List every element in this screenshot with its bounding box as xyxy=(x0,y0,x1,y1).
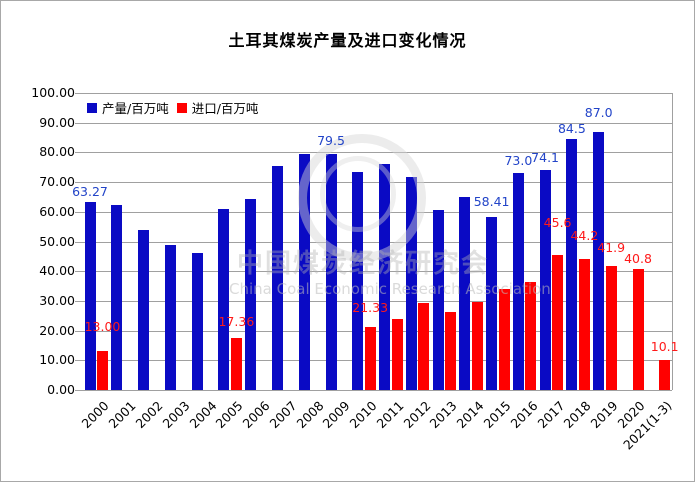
data-label-imports-2021(1-3): 10.1 xyxy=(650,339,679,354)
data-label-imports-2017: 45.6 xyxy=(543,214,572,230)
y-axis-tick-label-40: 40.00 xyxy=(39,263,75,278)
data-label-production-2000: 63.27 xyxy=(72,184,108,200)
y-axis-tick-label-0: 0.00 xyxy=(47,382,75,397)
bar-production-2019 xyxy=(593,131,605,390)
y-axis-tick-label-80: 80.00 xyxy=(39,144,75,159)
bar-imports-2000 xyxy=(97,351,108,390)
bar-imports-2016 xyxy=(525,281,537,390)
bar-imports-2011 xyxy=(391,318,403,390)
gridline-0 xyxy=(75,390,672,391)
bar-production-2009 xyxy=(325,153,337,390)
data-label-production-2009: 79.5 xyxy=(317,132,345,148)
bar-production-2012 xyxy=(405,176,417,390)
legend-item-production: 产量/百万吨 xyxy=(87,98,169,117)
bar-imports-2021(1-3) xyxy=(659,360,671,390)
data-label-imports-2010: 21.33 xyxy=(352,299,389,315)
gridline-60 xyxy=(75,212,672,213)
bar-production-2018 xyxy=(566,139,578,390)
bar-production-2010 xyxy=(352,172,364,390)
bar-production-2005 xyxy=(218,209,230,390)
bar-production-2013 xyxy=(432,210,444,390)
bar-imports-2013 xyxy=(445,312,456,390)
data-label-production-2019: 87.0 xyxy=(584,104,613,120)
y-axis-tick-label-30: 30.00 xyxy=(39,293,75,308)
bar-production-2011 xyxy=(379,164,390,390)
data-label-production-2018: 84.5 xyxy=(557,121,586,136)
legend-item-imports: 进口/百万吨 xyxy=(176,98,259,117)
legend-label-imports: 进口/百万吨 xyxy=(191,101,259,116)
y-axis-tick-label-20: 20.00 xyxy=(39,323,75,338)
production-swatch-icon xyxy=(87,102,97,113)
bar-imports-2010 xyxy=(364,326,376,390)
bar-production-2003 xyxy=(164,245,176,390)
bar-production-2004 xyxy=(191,252,203,390)
data-label-production-2016: 73.0 xyxy=(504,153,533,169)
bar-production-2016 xyxy=(512,173,524,390)
y-axis-tick-label-70: 70.00 xyxy=(39,174,75,189)
bar-production-2001 xyxy=(111,204,123,390)
bar-imports-2012 xyxy=(418,303,430,390)
gridline-70 xyxy=(75,182,672,183)
bar-imports-2017 xyxy=(552,254,564,390)
bar-production-2008 xyxy=(298,153,310,390)
bar-imports-2005 xyxy=(230,338,242,390)
data-label-imports-2019: 41.9 xyxy=(597,239,626,255)
gridline-30 xyxy=(75,301,672,302)
chart-legend: 产量/百万吨 进口/百万吨 xyxy=(87,98,258,117)
bar-production-2006 xyxy=(245,199,257,390)
bar-production-2015 xyxy=(486,216,498,390)
bar-production-2014 xyxy=(459,196,471,390)
data-label-imports-2005: 17.36 xyxy=(218,314,255,330)
gridline-40 xyxy=(75,271,672,272)
gridline-80 xyxy=(75,152,672,153)
data-label-imports-2018: 44.2 xyxy=(570,227,599,243)
bar-imports-2014 xyxy=(471,301,483,390)
bar-production-2007 xyxy=(271,165,283,390)
y-axis-tick-label-60: 60.00 xyxy=(39,204,75,219)
gridline-90 xyxy=(75,123,672,124)
bar-imports-2018 xyxy=(578,258,590,390)
bar-imports-2020 xyxy=(632,268,644,390)
chart-title: 土耳其煤炭产量及进口变化情况 xyxy=(228,31,467,50)
y-axis-tick-label-100: 100.00 xyxy=(31,85,75,100)
legend-label-production: 产量/百万吨 xyxy=(102,101,169,116)
bar-production-2000 xyxy=(84,202,96,390)
imports-swatch-icon xyxy=(176,102,187,113)
gridline-50 xyxy=(75,242,672,243)
plot-right-border xyxy=(672,93,673,390)
bar-production-2002 xyxy=(138,229,149,390)
data-label-imports-2000: 13.00 xyxy=(84,319,121,335)
bar-imports-2015 xyxy=(498,289,510,390)
y-axis-tick-label-10: 10.00 xyxy=(39,352,75,367)
data-label-production-2015: 58.41 xyxy=(473,193,510,209)
gridline-100 xyxy=(75,93,672,94)
bar-production-2017 xyxy=(539,169,551,390)
data-label-production-2017: 74.1 xyxy=(531,149,560,165)
data-label-imports-2020: 40.8 xyxy=(624,250,652,266)
bar-imports-2019 xyxy=(605,265,617,390)
y-axis-tick-label-90: 90.00 xyxy=(39,115,75,130)
y-axis-tick-label-50: 50.00 xyxy=(39,234,75,249)
